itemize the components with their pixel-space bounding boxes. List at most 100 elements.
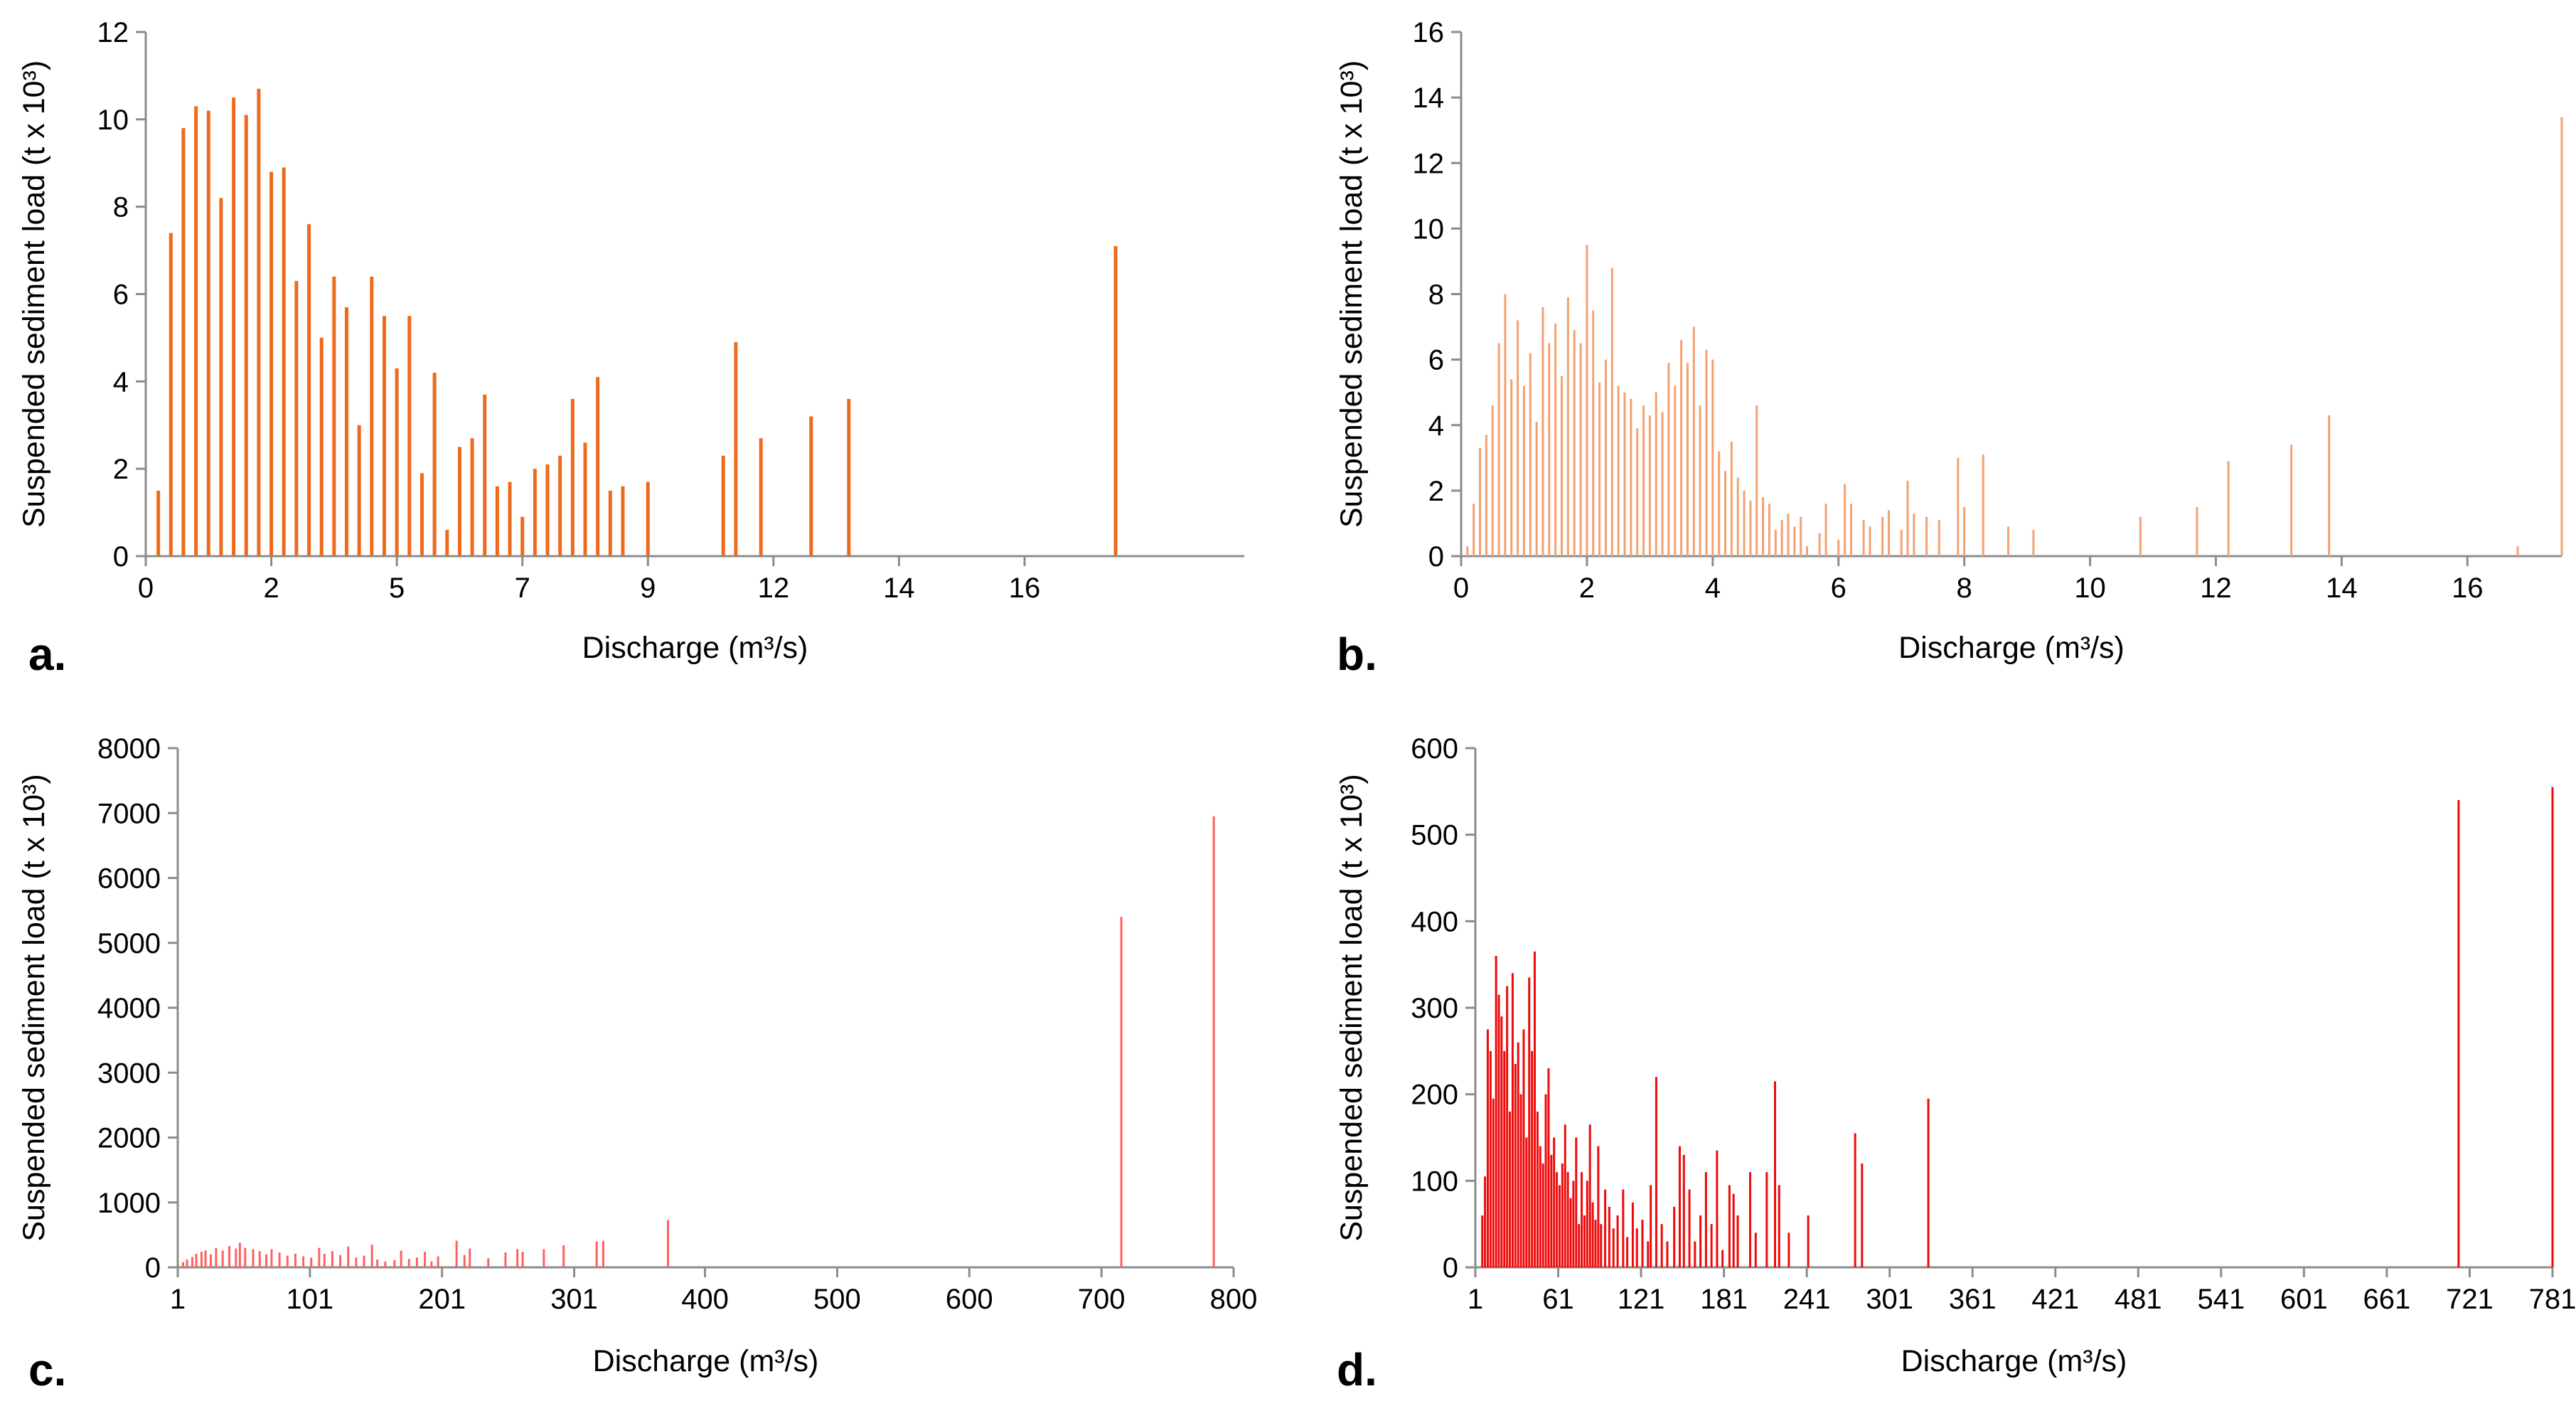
data-bar xyxy=(1699,1215,1702,1267)
y-tick-label: 600 xyxy=(1411,733,1458,765)
y-tick-label: 6000 xyxy=(97,863,161,895)
data-bar xyxy=(265,1254,268,1267)
y-tick-label: 16 xyxy=(1413,17,1445,48)
x-tick-label: 14 xyxy=(2326,573,2358,604)
data-bar xyxy=(363,1255,365,1267)
data-bar xyxy=(1617,385,1620,556)
data-bar xyxy=(721,455,725,556)
data-bar xyxy=(1641,1220,1644,1267)
chart-panel-1: 0 2 4 6 8 10 12 0 2 5 7 9 12 14 16 Discharge (m³/s) Susp… xyxy=(17,17,1244,680)
data-bar xyxy=(1485,435,1487,556)
data-bar xyxy=(1466,546,1469,556)
data-bar xyxy=(1900,530,1903,556)
data-bar xyxy=(1569,1198,1572,1267)
data-bar xyxy=(1660,1224,1663,1267)
data-bar xyxy=(1765,1172,1768,1267)
data-bar xyxy=(270,1249,273,1267)
data-bar xyxy=(1504,294,1507,556)
x-tick-label: 361 xyxy=(1949,1284,1997,1315)
y-tick-label: 100 xyxy=(1411,1166,1458,1197)
y-tick-label: 1000 xyxy=(97,1188,161,1219)
data-bar xyxy=(1655,1077,1657,1267)
data-bar xyxy=(1548,343,1551,556)
data-bar xyxy=(1806,546,1809,556)
y-tick-label: 7000 xyxy=(97,798,161,829)
y-tick-label: 12 xyxy=(97,17,129,48)
data-bar xyxy=(1736,477,1739,556)
data-bar xyxy=(419,473,424,556)
x-tick-label: 0 xyxy=(1453,573,1469,604)
data-bar xyxy=(1511,973,1514,1267)
data-bar xyxy=(1728,1185,1731,1267)
x-tick-label: 301 xyxy=(550,1284,598,1315)
data-bar xyxy=(286,1255,289,1267)
data-bar xyxy=(1736,1215,1739,1267)
data-bar xyxy=(1553,1137,1556,1267)
data-bar xyxy=(1495,956,1497,1267)
data-bar xyxy=(1773,1081,1776,1267)
y-tick-label: 0 xyxy=(145,1252,161,1284)
x-tick-label: 16 xyxy=(2452,573,2484,604)
data-bar xyxy=(1522,385,1525,556)
data-bar xyxy=(1913,513,1915,556)
data-bar xyxy=(1534,951,1536,1267)
data-bar xyxy=(1497,343,1500,556)
data-bar xyxy=(244,1247,247,1267)
data-bar xyxy=(1120,917,1123,1267)
data-bar xyxy=(533,469,537,556)
data-bar xyxy=(1610,267,1613,556)
data-bar xyxy=(1800,516,1802,556)
data-bar xyxy=(596,377,600,556)
data-bar xyxy=(191,1257,193,1267)
data-bar xyxy=(1597,1146,1600,1267)
data-bar xyxy=(407,316,412,556)
data-bar xyxy=(667,1220,670,1267)
data-bar xyxy=(1925,516,1928,556)
x-tick-label: 301 xyxy=(1866,1284,1913,1315)
data-bar xyxy=(307,224,311,556)
data-bar xyxy=(455,1240,458,1267)
data-bar xyxy=(1650,1185,1652,1267)
data-bar xyxy=(1957,457,1960,556)
data-bar xyxy=(487,1258,490,1267)
data-bar xyxy=(310,1257,313,1267)
data-bar xyxy=(181,128,186,556)
data-bar xyxy=(1862,520,1865,556)
data-bar xyxy=(1598,382,1601,556)
data-bar xyxy=(504,1252,507,1267)
data-bar xyxy=(1787,513,1790,556)
data-bar xyxy=(1778,1185,1780,1267)
x-tick-label: 700 xyxy=(1078,1284,1126,1315)
data-bar xyxy=(1588,1124,1591,1267)
data-bar xyxy=(1514,1064,1517,1267)
x-axis-title: Discharge (m³/s) xyxy=(593,1344,819,1378)
data-bar xyxy=(2551,787,2554,1267)
x-tick-label: 661 xyxy=(2363,1284,2411,1315)
data-bar xyxy=(1774,530,1777,556)
data-bar xyxy=(1667,363,1670,556)
data-bar xyxy=(1561,1164,1564,1267)
data-bar xyxy=(1666,1241,1669,1267)
data-bar xyxy=(1793,526,1796,556)
data-bar xyxy=(1780,520,1783,556)
x-tick-label: 12 xyxy=(2200,573,2232,604)
data-bar xyxy=(1594,1220,1597,1267)
data-bar xyxy=(2196,506,2198,556)
data-bar xyxy=(181,1262,184,1267)
y-axis-title: Suspended sediment load (t x 10³) xyxy=(1335,774,1369,1241)
data-bar xyxy=(1491,405,1494,556)
x-tick-label: 201 xyxy=(418,1284,466,1315)
x-tick-label: 5 xyxy=(389,573,405,604)
data-bar xyxy=(1906,481,1909,556)
data-bar xyxy=(1622,1189,1625,1267)
data-bar xyxy=(1473,504,1475,556)
data-bar xyxy=(1583,1215,1586,1267)
data-bar xyxy=(1509,1112,1512,1267)
x-axis-title: Discharge (m³/s) xyxy=(1901,1344,2127,1378)
data-bar xyxy=(1581,1172,1583,1267)
x-tick-label: 1 xyxy=(170,1284,186,1315)
data-bar xyxy=(1787,1232,1790,1267)
y-tick-label: 2 xyxy=(113,454,129,485)
x-tick-label: 400 xyxy=(681,1284,729,1315)
data-bar xyxy=(1692,326,1695,556)
